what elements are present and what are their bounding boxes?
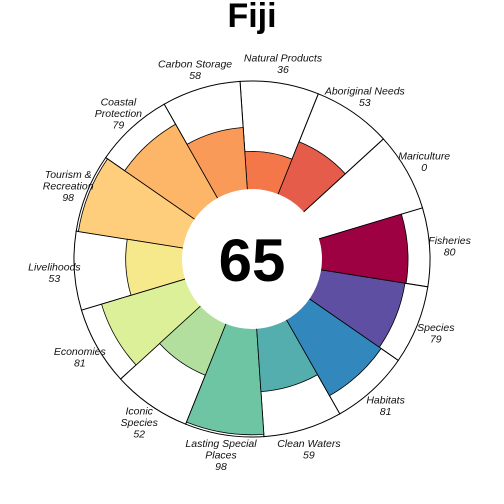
petal-label: Economies	[54, 346, 107, 358]
petal-label: Iconic	[125, 405, 153, 417]
petal-value-label: 36	[277, 64, 289, 76]
petal-value-label: 0	[421, 162, 427, 174]
petal-label: Mariculture	[398, 151, 450, 163]
petal-label: Fisheries	[428, 235, 471, 247]
petal-value-label: 81	[380, 406, 392, 418]
petal-label: Aboriginal Needs	[324, 86, 406, 98]
petal-value-label: 79	[113, 119, 125, 131]
petal-value-label: 59	[303, 449, 315, 461]
chart-title: Fiji	[227, 0, 276, 35]
overall-score: 65	[219, 227, 286, 294]
petal-label: Species	[417, 322, 455, 334]
petal-value-label: 98	[62, 192, 74, 204]
petal-label: Tourism &	[45, 169, 92, 181]
petal-value-label: 52	[133, 428, 145, 440]
petals	[77, 123, 409, 436]
petal-value-label: 53	[359, 97, 371, 109]
petal-label: Protection	[95, 108, 142, 120]
center-circle	[182, 189, 322, 329]
petal-value-label: 80	[444, 246, 456, 258]
petal-label: Carbon Storage	[158, 59, 232, 71]
petal-label: Species	[121, 417, 159, 429]
petal-value-label: 79	[430, 334, 442, 346]
petal-value-label: 98	[215, 461, 227, 473]
petal-value-label: 58	[189, 70, 201, 82]
petal-value-label: 81	[74, 358, 86, 370]
petal-label: Places	[205, 450, 237, 462]
petal-label: Recreation	[43, 180, 94, 192]
petal-label: Lasting Special	[185, 438, 257, 450]
petal-label: Clean Waters	[277, 438, 341, 450]
petal-label: Livelihoods	[28, 262, 81, 274]
petal-value-label: 53	[49, 273, 61, 285]
petal-label: Natural Products	[244, 53, 323, 65]
petal-label: Coastal	[101, 96, 137, 108]
petal-label: Habitats	[366, 394, 405, 406]
